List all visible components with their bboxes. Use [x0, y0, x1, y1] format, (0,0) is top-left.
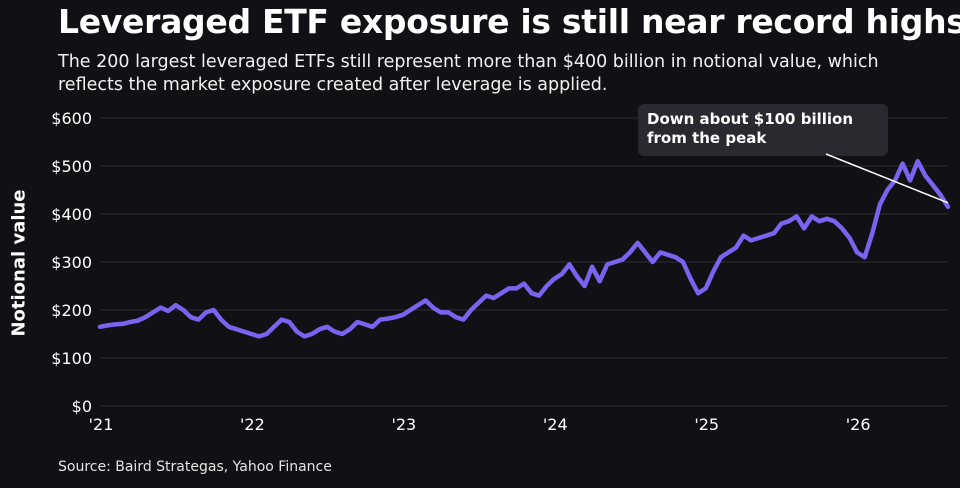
x-tick-label: '21	[89, 415, 114, 434]
chart-title: Leveraged ETF exposure is still near rec…	[58, 2, 960, 41]
y-tick-label: $100	[51, 349, 92, 368]
x-tick-label: '25	[694, 415, 719, 434]
x-tick-label: '24	[543, 415, 568, 434]
chart-subtitle: The 200 largest leveraged ETFs still rep…	[58, 52, 879, 95]
y-tick-label: $0	[72, 397, 92, 416]
y-tick-label: $200	[51, 301, 92, 320]
y-tick-label: $500	[51, 157, 92, 176]
x-tick-label: '22	[240, 415, 265, 434]
series-line	[97, 158, 951, 339]
y-tick-label: $300	[51, 253, 92, 272]
annotation-box	[638, 104, 888, 156]
x-tick-label: '23	[391, 415, 416, 434]
y-tick-label: $600	[51, 109, 92, 128]
y-tick-label: $400	[51, 205, 92, 224]
annotation-text: Down about $100 billion	[647, 110, 853, 128]
source-note: Source: Baird Strategas, Yahoo Finance	[58, 459, 332, 475]
x-tick-label: '26	[846, 415, 871, 434]
annotation-leader-line	[825, 153, 949, 204]
annotation-text: from the peak	[647, 129, 767, 147]
